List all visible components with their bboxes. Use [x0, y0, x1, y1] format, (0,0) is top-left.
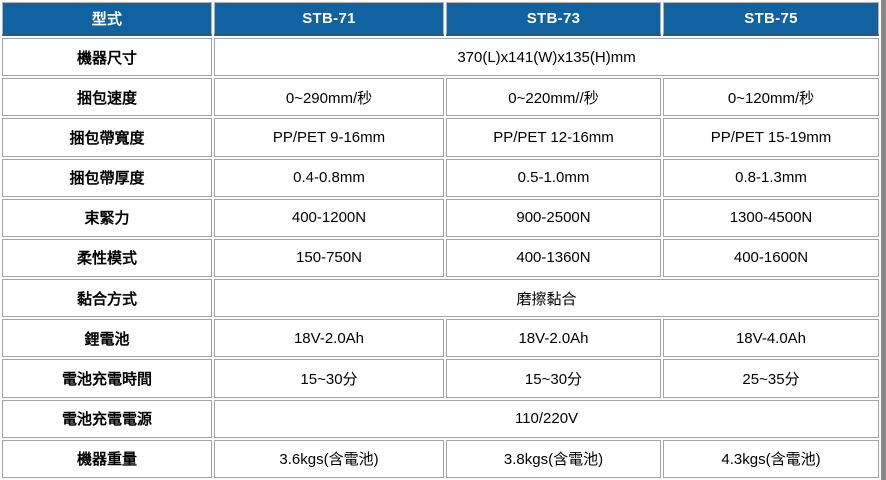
value-cell: 400-1360N	[446, 238, 661, 278]
merged-value-cell: 370(L)x141(W)x135(H)mm	[214, 38, 879, 77]
table-row-strap-thickness: 捆包帶厚度 0.4-0.8mm 0.5-1.0mm 0.8-1.3mm	[2, 158, 879, 197]
value-cell: 0.8-1.3mm	[663, 158, 879, 197]
value-cell: 18V-2.0Ah	[446, 319, 661, 358]
value-cell: 15~30分	[214, 359, 444, 398]
value-cell: 0.5-1.0mm	[446, 158, 661, 197]
value-cell: 4.3kgs(含電池)	[663, 439, 879, 478]
row-label: 捆包速度	[2, 78, 212, 117]
row-label: 柔性模式	[2, 238, 212, 278]
row-label: 機器尺寸	[2, 38, 212, 77]
value-cell: PP/PET 9-16mm	[214, 118, 444, 157]
merged-value-cell: 磨擦黏合	[214, 279, 879, 318]
merged-value-cell: 110/220V	[214, 399, 879, 438]
table-row-sealing-method: 黏合方式 磨擦黏合	[2, 279, 879, 318]
value-cell: 0.4-0.8mm	[214, 158, 444, 197]
value-cell: 25~35分	[663, 359, 879, 398]
table-row-soft-mode: 柔性模式 150-750N 400-1360N 400-1600N	[2, 238, 879, 278]
table-row-battery: 鋰電池 18V-2.0Ah 18V-2.0Ah 18V-4.0Ah	[2, 319, 879, 358]
value-cell: 400-1200N	[214, 198, 444, 237]
table-row-charge-power: 電池充電電源 110/220V	[2, 399, 879, 438]
value-cell: 150-750N	[214, 238, 444, 278]
row-label: 捆包帶厚度	[2, 158, 212, 197]
table-row-strap-width: 捆包帶寬度 PP/PET 9-16mm PP/PET 12-16mm PP/PE…	[2, 118, 879, 157]
value-cell: 1300-4500N	[663, 198, 879, 237]
header-cell-model-stb71: STB-71	[214, 2, 444, 36]
value-cell: 400-1600N	[663, 238, 879, 278]
table-row-strapping-speed: 捆包速度 0~290mm/秒 0~220mm//秒 0~120mm/秒	[2, 78, 879, 117]
value-cell: 15~30分	[446, 359, 661, 398]
header-cell-model-stb75: STB-75	[663, 2, 879, 36]
row-label: 電池充電時間	[2, 359, 212, 398]
value-cell: 0~290mm/秒	[214, 78, 444, 117]
header-cell-type: 型式	[2, 2, 212, 36]
value-cell: 3.6kgs(含電池)	[214, 439, 444, 478]
value-cell: PP/PET 15-19mm	[663, 118, 879, 157]
table-row-charge-time: 電池充電時間 15~30分 15~30分 25~35分	[2, 359, 879, 398]
row-label: 束緊力	[2, 198, 212, 237]
table-row-tension-force: 束緊力 400-1200N 900-2500N 1300-4500N	[2, 198, 879, 237]
table-row-machine-weight: 機器重量 3.6kgs(含電池) 3.8kgs(含電池) 4.3kgs(含電池)	[2, 439, 879, 478]
value-cell: 18V-2.0Ah	[214, 319, 444, 358]
value-cell: 0~220mm//秒	[446, 78, 661, 117]
value-cell: 900-2500N	[446, 198, 661, 237]
header-cell-model-stb73: STB-73	[446, 2, 661, 36]
value-cell: 3.8kgs(含電池)	[446, 439, 661, 478]
value-cell: 0~120mm/秒	[663, 78, 879, 117]
table-row-machine-size: 機器尺寸 370(L)x141(W)x135(H)mm	[2, 38, 879, 77]
value-cell: PP/PET 12-16mm	[446, 118, 661, 157]
value-cell: 18V-4.0Ah	[663, 319, 879, 358]
row-label: 黏合方式	[2, 279, 212, 318]
row-label: 機器重量	[2, 439, 212, 478]
row-label: 電池充電電源	[2, 399, 212, 438]
row-label: 鋰電池	[2, 319, 212, 358]
header-row: 型式 STB-71 STB-73 STB-75	[2, 2, 879, 36]
row-label: 捆包帶寬度	[2, 118, 212, 157]
